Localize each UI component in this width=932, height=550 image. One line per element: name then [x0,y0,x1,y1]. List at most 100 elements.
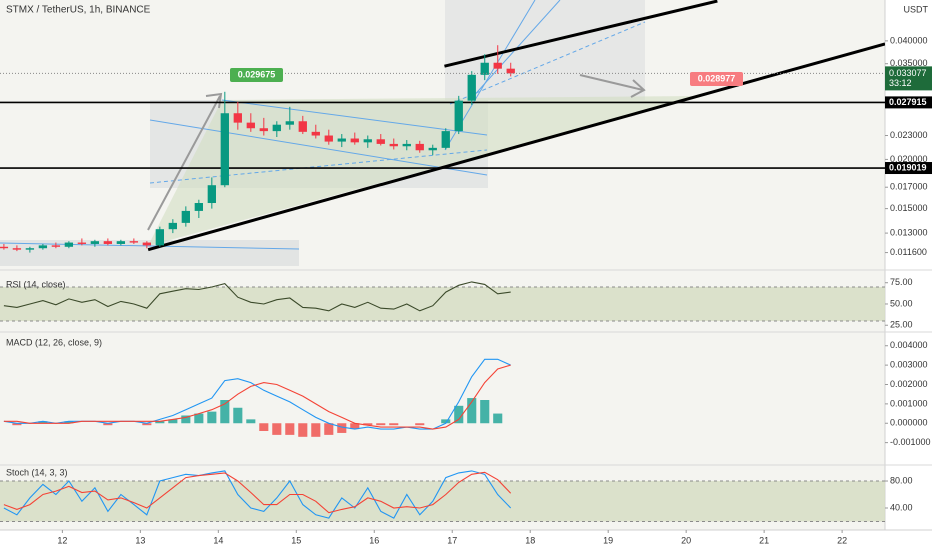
indicator-line [3,281,511,312]
panel-title: RSI (14, close) [6,279,66,289]
level-label-box [885,162,932,175]
candle-body [246,122,255,129]
chart-title: STMX / TetherUS, 1h, BINANCE [6,5,151,16]
x-tick-label: 21 [759,535,769,545]
candle-body [168,222,178,230]
arrow [147,95,221,231]
indicator-line [3,358,511,430]
y-tick-label: 0.020000 [890,154,928,164]
candle-body [12,248,22,250]
candle-body [142,242,152,246]
channel-line [221,99,488,136]
candle-body [454,100,463,132]
panel-title: MACD (12, 26, close, 9) [6,337,102,347]
candle-body [467,74,476,101]
arrow-head [630,79,646,98]
y-tick-label: 40.00 [890,502,913,512]
channel-line [449,21,646,105]
candle-body [181,210,190,223]
annotation-box [230,67,283,82]
y-tick-label: 0.013000 [890,227,928,237]
x-tick-label: 20 [681,535,691,545]
candle-body [389,143,398,147]
candle-body [259,128,268,132]
candle-body [25,248,35,250]
candle-body [90,241,100,244]
y-tick-label: 0.001000 [890,398,928,408]
candle-body [298,121,307,132]
histogram-bar [207,411,217,424]
x-tick-label: 19 [603,535,613,545]
histogram-bar [103,423,113,426]
x-tick-label: 12 [57,535,67,545]
y-tick-label: 0.003000 [890,360,928,370]
histogram-bar [155,421,165,424]
y-tick-label: -0.001000 [890,437,931,447]
level-label: 0.027915 [889,97,927,107]
indicator-line [3,470,512,519]
candle-body [51,245,61,247]
y-tick-label: 0.011600 [890,247,927,257]
panel-title: Stoch (14, 3, 3) [6,467,68,477]
arrow [579,74,644,91]
x-tick-label: 15 [291,535,301,545]
y-tick-label: 0.015000 [890,203,928,213]
histogram-bar [181,415,191,424]
trendline [444,0,718,68]
candle-body [285,121,294,125]
band [0,481,885,522]
candle-body [155,229,165,246]
candle-body [129,241,139,243]
histogram-bar [168,419,178,424]
channel-line [0,242,300,250]
histogram-bar [220,400,230,424]
annotation-label: 0.029675 [238,69,276,79]
y-tick-label: 0.002000 [890,379,928,389]
candle-body [272,124,281,132]
histogram-bar [285,423,295,435]
candle-body [64,242,74,247]
price-layer [0,0,885,253]
histogram-bar [441,419,451,424]
candle-body [311,131,320,136]
candle-body [506,68,515,74]
candle-body [337,138,346,142]
histogram-bar [311,423,321,437]
y-tick-label: 50.00 [890,298,913,308]
histogram-bar [454,405,464,424]
y-tick-label: 25.00 [890,320,913,330]
annotation-label: 0.028977 [698,73,736,83]
histogram-bar [298,423,308,437]
histogram-bar [493,413,503,424]
countdown: 33:12 [889,78,912,88]
candle-body [103,241,113,244]
candle-body [220,113,229,186]
histogram-bar [64,421,74,424]
x-tick-label: 16 [369,535,379,545]
candle-body [324,135,333,142]
y-tick-label: 0.004000 [890,340,928,350]
currency: USDT [904,4,929,14]
histogram-bar [480,400,490,424]
candle-body [38,245,48,249]
y-tick-label: 80.00 [890,475,913,485]
candle-body [0,246,9,249]
histogram-bar [12,423,22,426]
price-axis [885,0,932,550]
histogram-bar [233,407,243,424]
histogram-bar [467,398,477,424]
candle-body [402,143,411,147]
histogram-bar [376,423,386,426]
histogram-bar [259,423,269,431]
histogram-bar [350,423,360,430]
x-tick-label: 17 [447,535,457,545]
candle-body [77,242,87,244]
price-label: 0.033077 [889,68,927,78]
histogram-bar [324,423,334,435]
candle-body [116,241,126,244]
y-tick-label: 0.035000 [890,58,928,68]
histogram-bar [415,423,425,426]
time-axis [0,530,932,550]
candle-body [441,131,450,148]
